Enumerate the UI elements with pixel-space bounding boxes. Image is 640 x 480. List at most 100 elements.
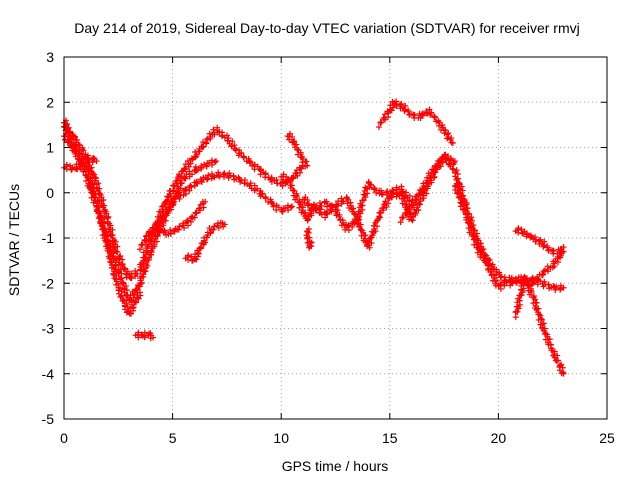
data-point bbox=[191, 214, 198, 221]
data-point bbox=[288, 204, 295, 211]
data-point bbox=[127, 275, 134, 282]
data-point bbox=[494, 277, 501, 284]
data-point bbox=[195, 148, 202, 155]
chart-title: Day 214 of 2019, Sidereal Day-to-day VTE… bbox=[74, 20, 579, 36]
data-point bbox=[393, 102, 400, 109]
data-point bbox=[322, 214, 329, 221]
data-point bbox=[553, 284, 560, 291]
data-point bbox=[159, 214, 166, 221]
data-point bbox=[205, 172, 212, 179]
data-point bbox=[296, 169, 303, 176]
data-point bbox=[103, 208, 110, 215]
data-point bbox=[560, 284, 567, 291]
data-point bbox=[537, 236, 544, 243]
data-point bbox=[193, 179, 200, 186]
data-point bbox=[371, 184, 378, 191]
data-point bbox=[304, 234, 311, 241]
data-point bbox=[441, 151, 448, 158]
data-point bbox=[206, 130, 213, 137]
data-point bbox=[367, 181, 374, 188]
data-point bbox=[287, 182, 294, 189]
data-point bbox=[101, 226, 108, 233]
data-point bbox=[138, 331, 145, 338]
data-point bbox=[339, 217, 346, 224]
data-point bbox=[143, 261, 150, 268]
data-point bbox=[209, 171, 216, 178]
data-point bbox=[548, 347, 555, 354]
data-point bbox=[286, 178, 293, 185]
data-point bbox=[120, 279, 127, 286]
data-point bbox=[62, 136, 69, 143]
data-point bbox=[447, 136, 454, 143]
data-point bbox=[374, 223, 380, 230]
y-tick-label: -2 bbox=[42, 275, 55, 291]
data-point bbox=[351, 220, 358, 227]
data-point bbox=[184, 217, 191, 224]
data-point bbox=[109, 253, 116, 260]
data-point bbox=[532, 238, 539, 245]
data-point bbox=[540, 327, 547, 334]
data-point bbox=[372, 228, 379, 235]
x-tick-label: 10 bbox=[273, 430, 289, 446]
data-point bbox=[103, 237, 110, 244]
data-point bbox=[215, 169, 222, 176]
data-point bbox=[308, 239, 315, 246]
data-point bbox=[133, 286, 140, 293]
data-point bbox=[171, 198, 178, 205]
data-point bbox=[359, 197, 366, 204]
data-point bbox=[195, 205, 202, 212]
data-point bbox=[449, 139, 456, 146]
data-point bbox=[188, 253, 195, 260]
data-point bbox=[221, 221, 228, 228]
data-point bbox=[360, 191, 367, 198]
data-point bbox=[123, 309, 130, 316]
data-point bbox=[238, 149, 245, 156]
series-trace-n bbox=[397, 151, 567, 289]
data-point bbox=[213, 158, 220, 165]
data-point bbox=[286, 136, 293, 143]
data-point bbox=[401, 106, 408, 113]
data-point bbox=[527, 232, 534, 239]
data-point bbox=[246, 157, 253, 164]
data-point bbox=[182, 186, 189, 193]
data-point bbox=[551, 348, 558, 355]
data-point bbox=[117, 294, 124, 301]
series-trace-p bbox=[512, 225, 567, 257]
data-point bbox=[89, 159, 96, 166]
data-point bbox=[431, 173, 438, 180]
data-point bbox=[79, 146, 86, 153]
data-point bbox=[135, 334, 142, 341]
data-point bbox=[378, 187, 385, 194]
data-point bbox=[161, 227, 168, 234]
data-point bbox=[294, 194, 301, 201]
data-point bbox=[385, 195, 392, 202]
data-point bbox=[215, 224, 222, 231]
data-point bbox=[289, 203, 296, 210]
data-point bbox=[126, 297, 133, 304]
data-point bbox=[210, 226, 217, 233]
data-point bbox=[259, 190, 266, 197]
data-point bbox=[516, 292, 523, 299]
series-trace-i bbox=[284, 130, 311, 170]
y-tick-label: -1 bbox=[42, 230, 55, 246]
data-point bbox=[115, 261, 122, 268]
data-point bbox=[368, 239, 375, 246]
data-point bbox=[533, 299, 540, 306]
data-point bbox=[109, 226, 116, 233]
data-point bbox=[403, 189, 410, 196]
data-point bbox=[193, 151, 200, 158]
data-point bbox=[414, 204, 421, 211]
data-point bbox=[111, 266, 118, 273]
data-point bbox=[298, 165, 305, 172]
data-point bbox=[137, 263, 144, 270]
data-point bbox=[95, 180, 102, 187]
data-point bbox=[176, 195, 183, 202]
data-point bbox=[397, 219, 404, 226]
data-point bbox=[449, 165, 456, 172]
data-point bbox=[420, 183, 427, 190]
data-point bbox=[194, 180, 201, 187]
data-point bbox=[487, 268, 494, 275]
data-point bbox=[69, 132, 76, 139]
data-point bbox=[556, 250, 563, 257]
data-point bbox=[221, 173, 228, 180]
